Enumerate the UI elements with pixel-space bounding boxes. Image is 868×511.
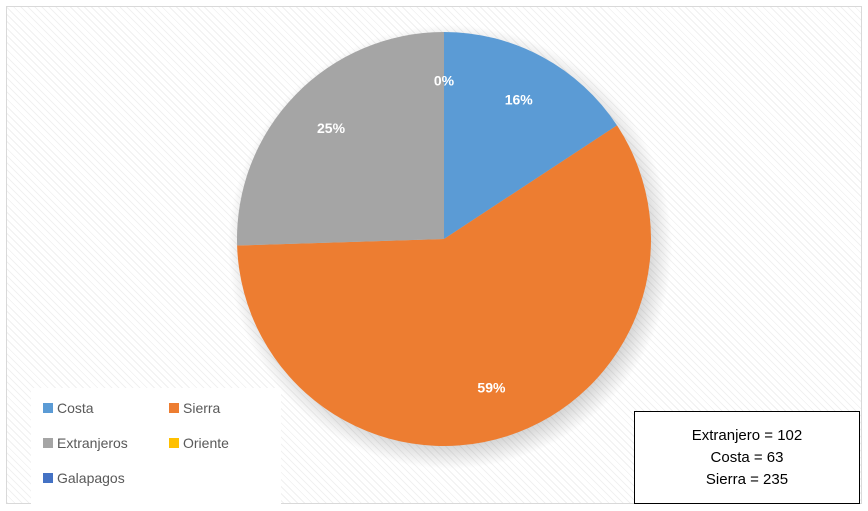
values-annotation-box: Extranjero = 102 Costa = 63 Sierra = 235 xyxy=(634,411,860,504)
annotation-line-extranjero: Extranjero = 102 xyxy=(691,426,803,444)
pie-slice-extranjeros xyxy=(237,32,444,246)
legend-swatch-extranjeros xyxy=(43,438,53,448)
legend-label-galapagos: Galapagos xyxy=(57,470,125,486)
legend-item-oriente: Oriente xyxy=(169,435,229,451)
legend-label-oriente: Oriente xyxy=(183,435,229,451)
legend-swatch-sierra xyxy=(169,403,179,413)
annotation-line-sierra: Sierra = 235 xyxy=(705,470,789,488)
pie-chart: 16% 59% 25% 0% xyxy=(228,25,672,469)
legend-label-extranjeros: Extranjeros xyxy=(57,435,128,451)
slice-label-extranjeros: 25% xyxy=(317,120,346,136)
slice-label-costa: 16% xyxy=(505,91,534,107)
legend-label-costa: Costa xyxy=(57,400,94,416)
legend-item-sierra: Sierra xyxy=(169,400,220,416)
chart-area: 16% 59% 25% 0% Costa Sierra Extranjeros Ori… xyxy=(6,6,862,505)
pie-slice-costa xyxy=(444,32,618,239)
legend-swatch-costa xyxy=(43,403,53,413)
legend-item-galapagos: Galapagos xyxy=(43,470,125,486)
legend-item-extranjeros: Extranjeros xyxy=(43,435,128,451)
legend-label-sierra: Sierra xyxy=(183,400,221,416)
annotation-line-costa: Costa = 63 xyxy=(710,448,784,466)
legend: Costa Sierra Extranjeros Oriente Galapag… xyxy=(31,388,281,505)
legend-item-costa: Costa xyxy=(43,400,94,416)
slice-label-sierra: 59% xyxy=(477,380,506,396)
slice-label-oriente: 0% xyxy=(434,72,455,88)
legend-swatch-oriente xyxy=(169,438,179,448)
legend-swatch-galapagos xyxy=(43,473,53,483)
pie-slice-sierra xyxy=(237,125,651,447)
